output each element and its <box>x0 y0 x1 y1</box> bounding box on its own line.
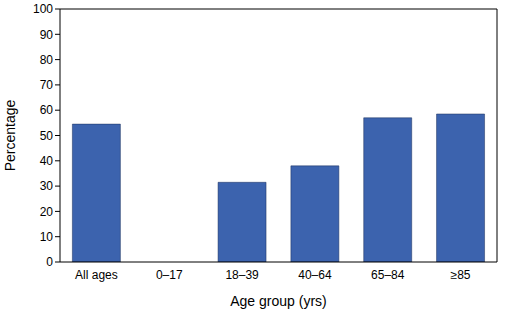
svg-text:70: 70 <box>40 78 54 92</box>
svg-text:All ages: All ages <box>75 268 118 282</box>
svg-text:30: 30 <box>40 179 54 193</box>
svg-text:65–84: 65–84 <box>371 268 405 282</box>
svg-text:40–64: 40–64 <box>298 268 332 282</box>
svg-text:100: 100 <box>33 2 53 16</box>
svg-text:Age group (yrs): Age group (yrs) <box>230 293 326 309</box>
svg-text:10: 10 <box>40 230 54 244</box>
svg-text:18–39: 18–39 <box>225 268 259 282</box>
svg-text:Percentage: Percentage <box>8 99 18 171</box>
svg-text:40: 40 <box>40 154 54 168</box>
svg-text:90: 90 <box>40 28 54 42</box>
svg-text:0: 0 <box>46 255 53 269</box>
svg-text:0–17: 0–17 <box>156 268 183 282</box>
svg-text:60: 60 <box>40 103 54 117</box>
svg-text:≥85: ≥85 <box>451 268 471 282</box>
svg-text:50: 50 <box>40 129 54 143</box>
svg-text:20: 20 <box>40 205 54 219</box>
svg-text:80: 80 <box>40 53 54 67</box>
